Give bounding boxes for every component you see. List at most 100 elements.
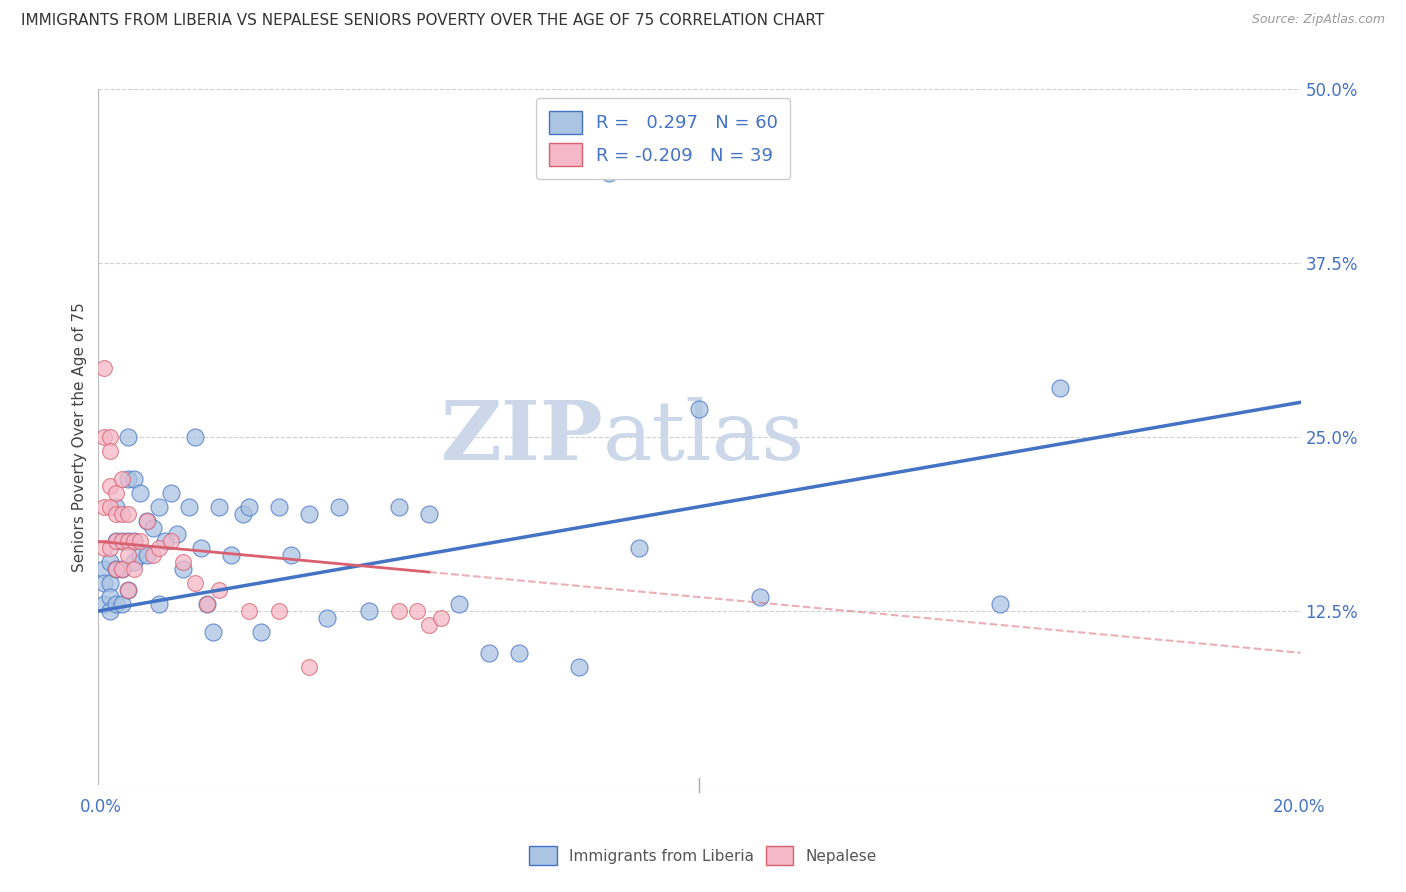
Point [172, 562, 194, 576]
Point [105, 500, 128, 514]
Point [105, 534, 128, 549]
Point [183, 430, 205, 444]
Point [93, 360, 115, 375]
Point [93, 430, 115, 444]
Point [117, 472, 139, 486]
Point [124, 534, 146, 549]
Point [183, 576, 205, 591]
Point [100, 576, 122, 591]
Point [238, 604, 260, 618]
Point [105, 562, 128, 576]
Point [124, 555, 146, 569]
Point [111, 507, 134, 521]
Y-axis label: Seniors Poverty Over the Age of 75: Seniors Poverty Over the Age of 75 [72, 302, 87, 572]
Point [315, 611, 337, 625]
Point [418, 507, 440, 521]
Point [111, 597, 134, 611]
Point [219, 549, 242, 563]
Point [117, 534, 139, 549]
Point [100, 479, 122, 493]
Point [232, 507, 254, 521]
Point [208, 500, 231, 514]
Point [100, 555, 122, 569]
Point [111, 562, 134, 576]
Point [129, 485, 152, 500]
Point [105, 507, 128, 521]
Point [406, 604, 429, 618]
Text: Source: ZipAtlas.com: Source: ZipAtlas.com [1251, 13, 1385, 27]
Point [388, 500, 411, 514]
Point [105, 485, 128, 500]
Point [100, 430, 122, 444]
Text: ZIP: ZIP [440, 397, 603, 477]
Point [153, 534, 176, 549]
Point [418, 618, 440, 632]
Point [166, 527, 188, 541]
Point [388, 604, 411, 618]
Point [249, 624, 271, 639]
Point [100, 590, 122, 604]
Text: IMMIGRANTS FROM LIBERIA VS NEPALESE SENIORS POVERTY OVER THE AGE OF 75 CORRELATI: IMMIGRANTS FROM LIBERIA VS NEPALESE SENI… [21, 13, 824, 29]
Point [598, 166, 620, 180]
Point [280, 549, 302, 563]
Point [568, 659, 591, 673]
Legend: Immigrants from Liberia, Nepalese: Immigrants from Liberia, Nepalese [523, 840, 883, 871]
Point [447, 597, 470, 611]
Point [201, 624, 224, 639]
Point [748, 590, 770, 604]
Point [267, 500, 290, 514]
Point [117, 583, 139, 598]
Point [148, 541, 170, 556]
Point [124, 534, 146, 549]
Point [93, 500, 115, 514]
Point [159, 534, 181, 549]
Text: atlas: atlas [603, 397, 806, 477]
Point [195, 597, 218, 611]
Point [117, 549, 139, 563]
Point [135, 514, 157, 528]
Point [208, 583, 231, 598]
Point [159, 485, 181, 500]
Point [357, 604, 380, 618]
Point [1049, 381, 1071, 395]
Point [111, 562, 134, 576]
Point [93, 562, 115, 576]
Point [117, 534, 139, 549]
Point [105, 562, 128, 576]
Point [111, 534, 134, 549]
Point [141, 549, 163, 563]
Point [100, 541, 122, 556]
Point [190, 541, 212, 556]
Point [111, 472, 134, 486]
Legend: R =   0.297   N = 60, R = -0.209   N = 39: R = 0.297 N = 60, R = -0.209 N = 39 [536, 98, 790, 179]
Point [105, 534, 128, 549]
Point [688, 402, 710, 417]
Point [628, 541, 651, 556]
Point [195, 597, 218, 611]
Point [298, 659, 321, 673]
Point [93, 597, 115, 611]
Point [172, 555, 194, 569]
Point [267, 604, 290, 618]
Point [117, 507, 139, 521]
Point [111, 534, 134, 549]
Point [177, 500, 200, 514]
Point [988, 597, 1011, 611]
Point [298, 507, 321, 521]
Point [117, 583, 139, 598]
Point [328, 500, 350, 514]
Point [148, 500, 170, 514]
Point [135, 514, 157, 528]
Text: 20.0%: 20.0% [1272, 798, 1326, 816]
Point [124, 562, 146, 576]
Point [135, 549, 157, 563]
Text: 0.0%: 0.0% [80, 798, 122, 816]
Point [105, 597, 128, 611]
Point [93, 541, 115, 556]
Point [478, 646, 501, 660]
Point [93, 576, 115, 591]
Point [129, 549, 152, 563]
Point [124, 472, 146, 486]
Point [100, 444, 122, 458]
Point [100, 500, 122, 514]
